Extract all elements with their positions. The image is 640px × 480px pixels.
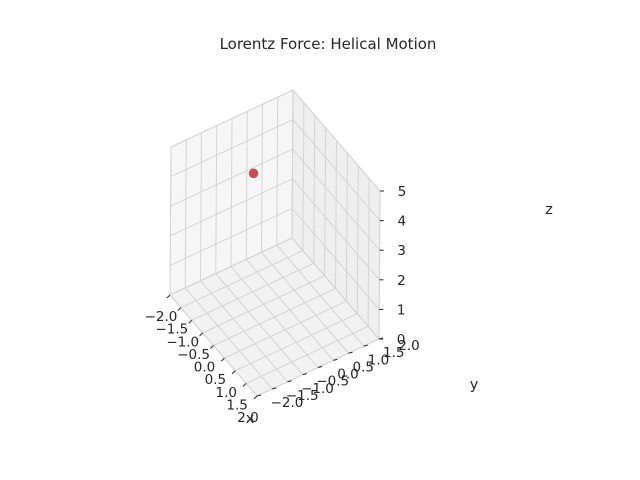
x-tick-label: 0.5 <box>205 372 226 388</box>
data-points <box>248 168 259 179</box>
x-tick-label: −2.0 <box>145 309 178 325</box>
gridline-y-left <box>184 139 187 288</box>
gridline-y-left <box>200 132 202 281</box>
x-tick-label: 0.0 <box>194 360 215 376</box>
x-tick-mark <box>231 370 236 375</box>
y-tick-mark <box>256 394 262 397</box>
gridline-y-left <box>230 118 233 267</box>
x-tick-label: 1.0 <box>216 385 237 401</box>
gridline-z-back <box>292 178 380 281</box>
y-tick-label: −1.0 <box>301 381 334 397</box>
gridline-z-left <box>169 237 293 296</box>
gridline-x-back <box>313 115 316 264</box>
y-tick-label: −1.5 <box>286 388 319 404</box>
x-tick-label: −1.0 <box>166 334 199 350</box>
y-tick-label: 2.0 <box>398 338 419 354</box>
y-tick-label: −2.0 <box>271 395 304 411</box>
x-tick-mark <box>242 383 247 387</box>
gridline-z-back <box>292 148 380 251</box>
y-tick-mark <box>363 344 368 347</box>
z-axis-label: z <box>545 202 553 218</box>
gridline-y-floor <box>215 273 304 375</box>
y-tick-mark <box>348 351 353 354</box>
y-axis-label: y <box>470 377 479 393</box>
gridline-y-floor <box>276 244 365 347</box>
y-tick-mark <box>302 373 307 376</box>
chart-title: Lorentz Force: Helical Motion <box>220 35 437 53</box>
gridline-z-back <box>292 119 381 221</box>
gridline-x-back <box>324 127 327 276</box>
x-tick-label: −1.5 <box>155 322 188 338</box>
z-tick-label: 2 <box>397 273 406 289</box>
y-tick-mark <box>333 358 338 361</box>
gridline-y-floor <box>261 251 349 354</box>
z-tick-label: 3 <box>397 243 406 259</box>
gridline-x-back <box>335 140 337 289</box>
x-tick-label: 2.0 <box>237 410 258 426</box>
x-tick-mark <box>199 332 203 337</box>
gridline-y-left <box>169 146 172 296</box>
y-tick-label: 0.5 <box>353 359 374 375</box>
z-tick-label: 1 <box>397 302 406 318</box>
z-tick-label: 5 <box>398 184 407 200</box>
gridline-x-back <box>302 102 305 251</box>
x-tick-mark <box>177 307 182 311</box>
y-tick-mark <box>287 380 292 383</box>
gridline-y-left <box>261 104 263 253</box>
y-tick-label: 1.5 <box>383 345 404 361</box>
y-tick-label: 0.0 <box>337 367 358 383</box>
x-axis-label: x <box>246 411 255 427</box>
x-tick-mark <box>221 357 225 362</box>
y-tick-label: 1.0 <box>368 352 389 368</box>
y-tick-label: −0.5 <box>316 374 349 390</box>
gridline-z-back <box>291 208 380 310</box>
gridline-y-floor <box>245 259 334 361</box>
gridline-z-left <box>169 207 293 266</box>
data-point <box>248 168 259 179</box>
gridline-z-back <box>292 89 381 192</box>
y-tick-mark <box>317 366 323 368</box>
axis-ticks: −2.0−1.5−1.0−0.50.00.51.01.52.0−2.0−1.5−… <box>145 184 420 426</box>
gridline-y-floor <box>200 280 288 383</box>
x-tick-mark <box>210 345 214 349</box>
gridline-z-left <box>170 119 294 178</box>
x-tick-mark <box>253 395 258 400</box>
gridline-y-floor <box>230 266 319 368</box>
gridline-z-left <box>170 178 293 237</box>
gridline-z-left <box>170 148 293 207</box>
gridline-x-back <box>345 153 348 302</box>
x-tick-label: −0.5 <box>177 347 210 363</box>
gridline-y-left <box>245 111 248 260</box>
gridline-z-left <box>170 89 294 148</box>
gridline-y-floor <box>184 287 273 390</box>
gridline-z-back <box>291 237 380 340</box>
gridline-y-left <box>276 97 279 246</box>
gridline-x-back <box>367 178 370 327</box>
z-tick-label: 4 <box>398 214 407 230</box>
gridline-x-back <box>378 190 381 340</box>
x-tick-label: 1.5 <box>226 397 247 413</box>
gridline-y-left <box>291 89 294 239</box>
z-tick-label: 0 <box>397 332 406 348</box>
y-tick-mark <box>272 387 277 390</box>
gridline-y-left <box>215 125 218 274</box>
gridlines <box>169 89 381 397</box>
gridline-x-back <box>356 165 359 314</box>
x-tick-mark <box>188 319 193 324</box>
x-tick-mark <box>166 294 171 299</box>
